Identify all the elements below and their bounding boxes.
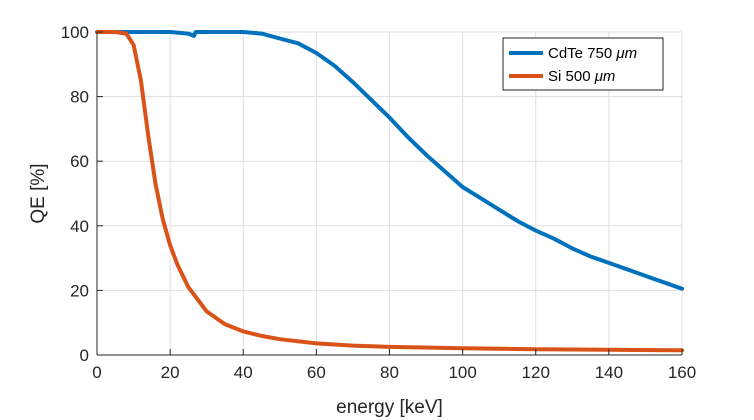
- x-tick-label-120: 120: [522, 363, 550, 382]
- series-line-si: [95, 30, 684, 353]
- y-tick-label-60: 60: [70, 152, 89, 171]
- legend-box: [502, 37, 664, 91]
- y-tick-label-0: 0: [80, 346, 89, 365]
- legend-label-cdte: CdTe 750 μm: [548, 45, 637, 62]
- x-tick-label-40: 40: [234, 363, 253, 382]
- x-tick-label-20: 20: [161, 363, 180, 382]
- series-layer: [95, 30, 684, 353]
- x-tick-label-0: 0: [92, 363, 101, 382]
- series-line-cdte: [95, 30, 684, 291]
- legend-label-si: Si 500 μm: [548, 68, 615, 85]
- x-tick-label-80: 80: [380, 363, 399, 382]
- x-axis-label: energy [keV]: [336, 397, 443, 418]
- y-axis-label: QE [%]: [28, 163, 49, 223]
- x-tick-label-160: 160: [668, 363, 696, 382]
- tick-labels: 0 20 40 60 80 100 120 140 160 0 20 40 60 80 100: [61, 23, 697, 382]
- x-tick-label-100: 100: [448, 363, 476, 382]
- axes: [96, 31, 683, 356]
- y-tick-label-100: 100: [61, 23, 89, 42]
- x-tick-label-60: 60: [307, 363, 326, 382]
- y-tick-label-20: 20: [70, 281, 89, 300]
- y-tick-label-40: 40: [70, 217, 89, 236]
- y-tick-label-80: 80: [70, 88, 89, 107]
- x-tick-label-140: 140: [595, 363, 623, 382]
- legend: CdTe 750 μm Si 500 μm: [502, 37, 664, 91]
